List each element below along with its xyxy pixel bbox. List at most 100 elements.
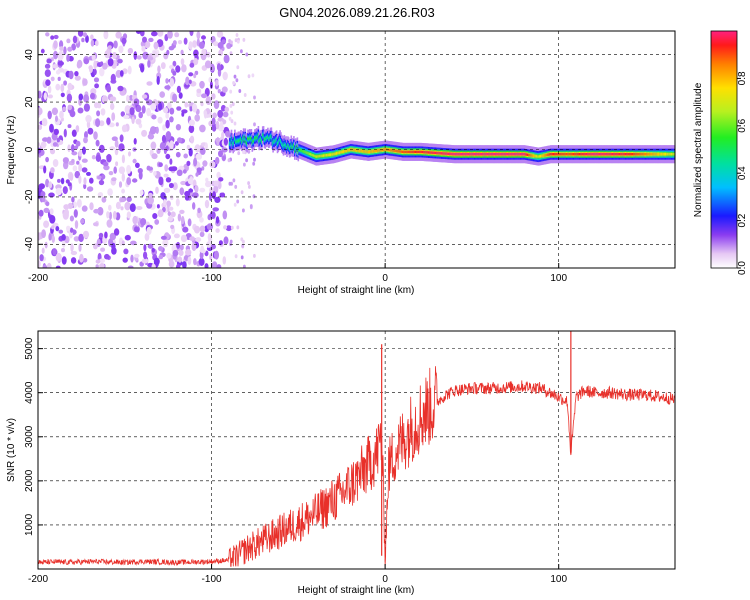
noise-cell <box>101 196 107 203</box>
noise-cell <box>106 153 112 163</box>
ridge-cell <box>599 153 602 156</box>
noise-cell <box>66 93 73 103</box>
noise-cell <box>47 85 52 94</box>
noise-cell <box>188 188 194 193</box>
noise-cell <box>253 157 256 162</box>
noise-cell <box>234 184 238 189</box>
noise-cell <box>200 101 204 107</box>
noise-cell <box>45 79 51 86</box>
noise-cell <box>222 71 228 81</box>
noise-cell <box>67 144 71 153</box>
x-tick-label: -200 <box>28 273 48 284</box>
ridge-cell <box>293 143 295 147</box>
noise-cell <box>76 160 80 165</box>
noise-cell <box>215 216 220 224</box>
noise-cell <box>207 233 212 241</box>
noise-cell <box>78 233 84 243</box>
noise-cell <box>67 46 73 52</box>
ridge-cell <box>379 149 382 152</box>
noise-cell <box>230 110 234 115</box>
ridge-cell <box>474 153 477 156</box>
noise-cell <box>177 40 183 45</box>
ridge-cell <box>644 153 647 156</box>
noise-cell <box>158 246 164 252</box>
noise-cell <box>163 107 169 114</box>
ridge-cell <box>241 138 244 142</box>
colorbar-label: Normalized spectral amplitude <box>693 82 704 217</box>
ridge-cell <box>261 140 263 143</box>
noise-cell <box>213 180 219 187</box>
noise-cell <box>172 40 177 46</box>
noise-cell <box>225 225 232 232</box>
noise-cell <box>121 124 128 133</box>
noise-cell <box>55 70 61 75</box>
noise-cell <box>178 92 183 99</box>
ridge-cell <box>413 150 416 154</box>
ridge-cell <box>672 153 674 156</box>
ridge-cell <box>487 153 490 156</box>
noise-cell <box>183 153 188 159</box>
noise-cell <box>136 105 142 113</box>
ridge-cell <box>268 137 271 140</box>
noise-cell <box>72 35 78 44</box>
noise-cell <box>59 46 64 51</box>
ridge-cell <box>517 153 520 156</box>
ridge-cell <box>650 153 653 156</box>
ridge-cell <box>464 153 466 156</box>
ridge-cell <box>497 153 499 156</box>
ridge-cell <box>430 151 432 154</box>
noise-cell <box>86 171 91 176</box>
ridge-cell <box>333 152 336 156</box>
spectrogram-ylabel: Frequency (Hz) <box>6 116 17 185</box>
ridge-cell <box>261 134 264 137</box>
noise-cell <box>154 219 160 225</box>
noise-cell <box>136 55 142 60</box>
noise-cell <box>41 229 46 239</box>
ridge-cell <box>561 153 563 156</box>
noise-cell <box>223 236 229 245</box>
noise-cell <box>215 156 220 165</box>
noise-cell <box>62 239 66 248</box>
noise-cell <box>121 240 125 246</box>
noise-cell <box>117 58 123 64</box>
noise-cell <box>175 151 181 158</box>
ridge-cell <box>296 145 299 148</box>
noise-cell <box>158 254 164 260</box>
noise-cell <box>135 206 143 210</box>
ridge-cell <box>590 153 593 156</box>
y-tick-label: 5000 <box>24 337 35 360</box>
ridge-cell <box>633 153 635 156</box>
noise-cell <box>227 158 231 163</box>
ridge-cell <box>366 150 369 153</box>
ridge-cell <box>635 153 638 156</box>
noise-cell <box>44 63 51 69</box>
noise-cell <box>193 49 199 58</box>
snr-xlabel: Height of straight line (km) <box>298 585 415 596</box>
ridge-cell <box>446 152 449 155</box>
noise-cell <box>240 255 244 260</box>
ridge-cell <box>329 153 332 156</box>
noise-cell <box>146 226 152 236</box>
ridge-cell <box>640 153 642 156</box>
ridge-cell <box>564 153 567 156</box>
noise-cell <box>158 102 163 111</box>
noise-cell <box>204 142 208 150</box>
ridge-cell <box>625 153 628 156</box>
noise-cell <box>232 81 236 85</box>
ridge-cell <box>254 137 256 140</box>
ridge-cell <box>313 154 315 157</box>
ridge-cell <box>507 153 510 156</box>
noise-cell <box>106 117 111 125</box>
noise-cell <box>99 263 105 268</box>
ridge-cell <box>448 152 451 155</box>
noise-cell <box>151 247 155 253</box>
noise-cell <box>38 260 41 268</box>
noise-cell <box>156 148 161 154</box>
ridge-cell <box>262 133 265 137</box>
noise-cell <box>218 49 223 56</box>
noise-cell <box>220 192 226 198</box>
noise-cell <box>95 264 99 268</box>
noise-cell <box>155 126 159 134</box>
ridge-cell <box>514 153 516 156</box>
noise-cell <box>222 210 228 220</box>
